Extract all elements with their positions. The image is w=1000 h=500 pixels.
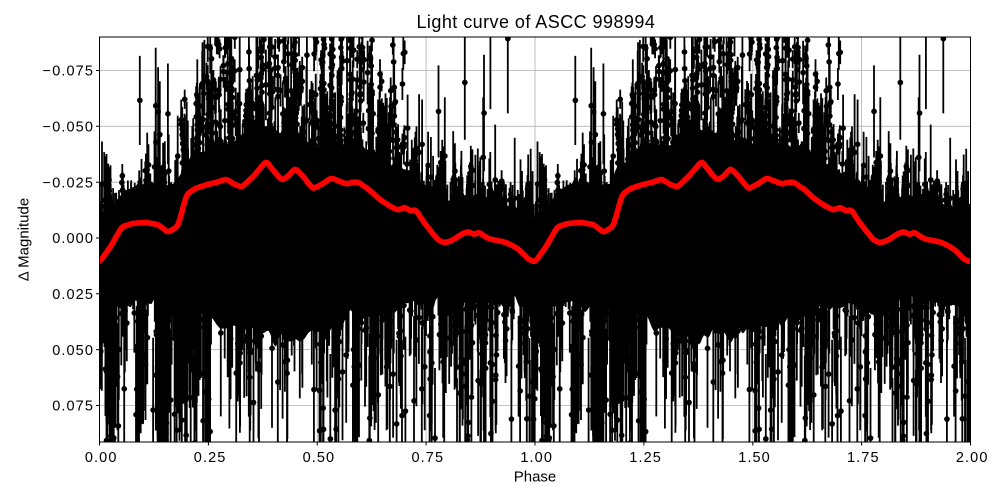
svg-text:0.25: 0.25 — [194, 450, 227, 466]
svg-text:2.00: 2.00 — [956, 450, 989, 466]
svg-text:0.000: 0.000 — [52, 231, 94, 247]
svg-text:0.75: 0.75 — [411, 450, 444, 466]
svg-text:1.50: 1.50 — [738, 450, 771, 466]
svg-text:−0.025: −0.025 — [43, 175, 94, 191]
svg-text:0.50: 0.50 — [303, 450, 336, 466]
svg-text:0.075: 0.075 — [52, 399, 94, 415]
svg-text:0.00: 0.00 — [85, 450, 118, 466]
svg-text:−0.075: −0.075 — [43, 64, 94, 80]
svg-text:−0.050: −0.050 — [43, 120, 94, 136]
svg-text:1.00: 1.00 — [520, 450, 553, 466]
svg-text:1.25: 1.25 — [629, 450, 662, 466]
svg-text:0.025: 0.025 — [52, 287, 94, 303]
svg-text:Light curve of ASCC 998994: Light curve of ASCC 998994 — [416, 12, 655, 32]
svg-text:Phase: Phase — [514, 469, 557, 486]
svg-text:Δ Magnitude: Δ Magnitude — [16, 198, 33, 281]
svg-text:0.050: 0.050 — [52, 343, 94, 359]
svg-text:1.75: 1.75 — [847, 450, 880, 466]
